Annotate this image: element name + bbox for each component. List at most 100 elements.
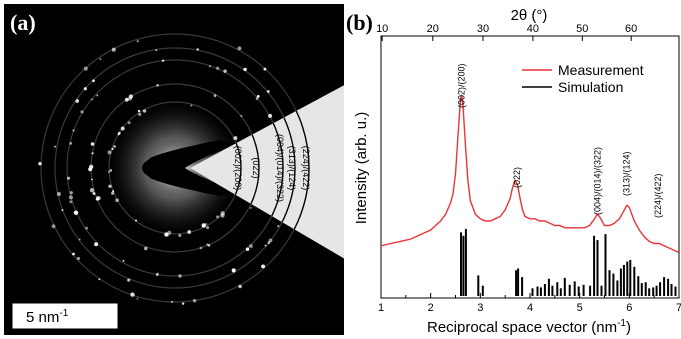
- simulation-bar: [464, 228, 467, 296]
- diffraction-spot: [216, 66, 220, 70]
- diffraction-spot: [90, 142, 95, 146]
- simulation-bar: [582, 284, 585, 296]
- x-tick-label: 5: [577, 302, 583, 314]
- diffraction-spot: [91, 98, 94, 101]
- peak-label: (313)/(124): [621, 151, 631, 196]
- diffraction-spot: [120, 126, 125, 131]
- diffraction-spot: [263, 67, 267, 71]
- diffraction-spot: [223, 69, 227, 73]
- peak-labels: (002)/(200) (022) (004)/(014)/(322) (313)/(…: [456, 63, 663, 218]
- x-axis-top: 10 20 30 40 50 60: [376, 23, 637, 41]
- diffraction-spot: [91, 152, 94, 155]
- diffraction-spot: [161, 59, 165, 62]
- x-tick-label: 3: [477, 302, 483, 314]
- simulation-bar: [460, 232, 462, 296]
- simulation-bar: [536, 286, 539, 296]
- simulation-bar: [577, 286, 580, 296]
- diffraction-spot: [166, 234, 169, 237]
- diffraction-spot: [98, 278, 101, 281]
- diffraction-spot: [128, 96, 133, 101]
- x2-tick-label: 50: [576, 23, 588, 35]
- simulation-bar: [515, 270, 518, 296]
- panel-b-label: (b): [346, 10, 373, 35]
- scale-bar-label: 5 nm-1: [26, 308, 69, 326]
- peak-label: (004)/(014)/(322): [593, 147, 603, 215]
- ring-labels: (002)/(200) (022) (004)/(014)/(322) (313)/(…: [233, 134, 311, 202]
- beam-stop: [145, 140, 235, 196]
- simulation-bar: [600, 285, 603, 296]
- diffraction-spot: [72, 129, 75, 132]
- diffraction-spot: [115, 198, 119, 203]
- diffraction-spot: [208, 65, 211, 68]
- peak-label: (224)/(422): [653, 173, 663, 218]
- diffraction-spot: [113, 145, 116, 148]
- diffraction-spot: [268, 238, 273, 243]
- diffraction-spot: [75, 99, 80, 103]
- diffraction-spot: [264, 244, 267, 247]
- diffraction-spot: [266, 90, 270, 93]
- diffraction-spot: [99, 58, 102, 61]
- x-axis-title: Reciprocal space vector (nm-1): [427, 318, 631, 336]
- simulation-bar: [568, 284, 571, 296]
- diffraction-spot: [96, 94, 99, 97]
- simulation-bar: [556, 282, 559, 296]
- xrd-chart-panel: (b) 1 2 3 4 5 6 7 10 20 30 40 50 60 (002)/(200) (022…: [346, 7, 681, 336]
- diffraction-spot: [122, 259, 125, 262]
- simulation-bar: [547, 278, 550, 296]
- diffraction-spot: [78, 238, 81, 241]
- x2-tick-label: 60: [625, 23, 637, 35]
- diffraction-spot: [268, 113, 273, 118]
- diffraction-spot: [96, 195, 101, 201]
- legend: Measurement Simulation: [522, 62, 644, 95]
- diffraction-spot: [167, 230, 172, 235]
- simulation-bar: [655, 285, 658, 296]
- simulation-bar: [481, 285, 484, 296]
- x2-tick-label: 10: [376, 23, 388, 35]
- simulation-bar: [551, 285, 554, 296]
- diffraction-spot: [127, 278, 131, 282]
- diffraction-spot: [54, 145, 57, 148]
- diffraction-spot: [261, 264, 266, 269]
- diffraction-spot: [91, 178, 94, 181]
- diffraction-spot: [255, 97, 259, 100]
- ring-label: (002)/(200): [233, 146, 243, 191]
- simulation-bar: [521, 277, 524, 296]
- y-axis-title: Intensity (arb. u.): [353, 112, 370, 225]
- diffraction-spot: [196, 48, 199, 51]
- diffraction-spot: [92, 192, 96, 195]
- diffraction-spot: [181, 302, 185, 305]
- diffraction-spot: [69, 191, 73, 195]
- diffraction-spot: [69, 200, 73, 204]
- diffraction-spot: [192, 299, 197, 303]
- beam-stop-tip: [142, 157, 182, 179]
- simulation-bar: [477, 275, 480, 296]
- diffraction-spot: [112, 190, 115, 193]
- simulation-bar: [619, 268, 622, 296]
- diffraction-spot: [136, 40, 139, 43]
- x-axis-bottom: 1 2 3 4 5 6 7: [378, 293, 681, 314]
- ring-arcs: [190, 82, 310, 262]
- ring-overlay-wedge: [190, 85, 344, 259]
- ring-arc: [190, 83, 260, 253]
- simulation-bar: [608, 270, 611, 296]
- diffraction-spot: [216, 215, 220, 219]
- simulation-bar: [637, 276, 640, 296]
- diffraction-spot: [68, 195, 74, 200]
- x2-tick-label: 40: [527, 23, 539, 35]
- diffraction-spot: [199, 246, 203, 250]
- legend-measurement-label: Measurement: [558, 62, 644, 78]
- ring-arc: [190, 101, 242, 235]
- diffraction-spot: [249, 206, 252, 209]
- diffraction-spot: [137, 109, 141, 113]
- simulation-bar: [674, 286, 677, 296]
- ring-arc: [190, 82, 310, 262]
- diffraction-spot: [156, 84, 159, 87]
- simulation-bar: [573, 281, 576, 296]
- measurement-line: [380, 94, 680, 254]
- diffraction-spot: [206, 226, 210, 230]
- diffraction-spot: [107, 150, 112, 155]
- simulation-bar: [616, 280, 619, 296]
- diffraction-spot: [76, 256, 81, 261]
- simulation-bar: [539, 287, 542, 296]
